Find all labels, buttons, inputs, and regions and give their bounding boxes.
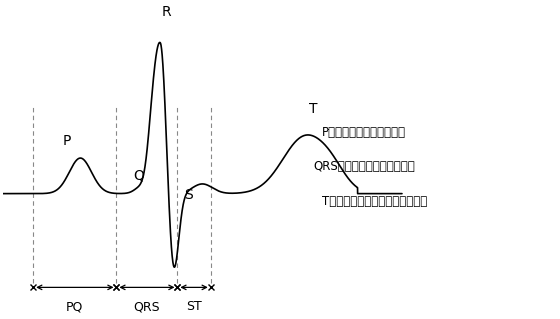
- Text: R: R: [161, 5, 171, 19]
- Text: Q: Q: [133, 168, 144, 182]
- Text: QRS: QRS: [134, 300, 160, 313]
- Text: T波：心室の収縮の回復を表す。: T波：心室の収縮の回復を表す。: [321, 195, 427, 208]
- Text: P波：心房の収縮を表す。: P波：心房の収縮を表す。: [321, 126, 405, 139]
- Text: S: S: [184, 188, 193, 202]
- Text: T: T: [309, 102, 318, 116]
- Text: QRS波：心室の収縮を表す。: QRS波：心室の収縮を表す。: [313, 160, 415, 173]
- Text: P: P: [62, 134, 71, 148]
- Text: ST: ST: [186, 300, 202, 313]
- Text: PQ: PQ: [66, 300, 83, 313]
